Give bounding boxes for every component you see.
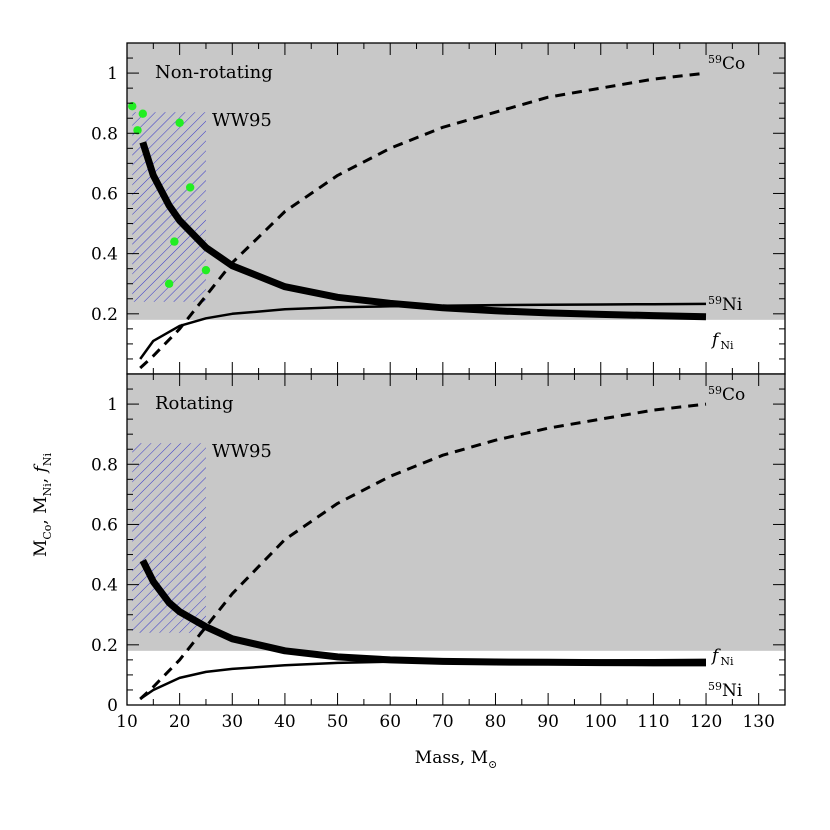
- x-tick-label: 20: [169, 712, 191, 732]
- y-tick-label: 0.4: [91, 576, 118, 596]
- data-point: [133, 126, 142, 135]
- panel-title: Non-rotating: [155, 62, 273, 83]
- y-tick-label: 0.8: [91, 124, 118, 144]
- x-tick-label: 50: [327, 712, 349, 732]
- series-fni-line: [139, 141, 707, 321]
- series-59ni-line: [139, 658, 707, 701]
- label-59ni: 59Ni: [708, 680, 743, 701]
- panel-non-rotating: WW95 0.2 0.4 0.6 0.8 1 Non-rotating 59Co 59Ni f Ni: [91, 42, 786, 375]
- y-tick-label: 0: [107, 696, 118, 716]
- data-point: [170, 237, 179, 246]
- y-tick-label: 0.2: [91, 636, 118, 656]
- shaded-region: [127, 43, 785, 320]
- series-59co-line: [139, 71, 707, 370]
- series-59co-line: [139, 402, 707, 701]
- series-59ni-line: [139, 302, 707, 360]
- data-point: [201, 265, 211, 275]
- ww95-label: WW95: [212, 441, 272, 462]
- y-tick-label: 0.6: [91, 184, 118, 204]
- x-tick-label: 40: [274, 712, 296, 732]
- series-fni-line: [139, 559, 706, 667]
- y-tick-label: 0.2: [91, 305, 118, 325]
- data-point: [128, 101, 137, 111]
- x-tick-label: 130: [742, 712, 774, 732]
- y-tick-label: 1: [107, 64, 118, 84]
- x-axis-title: Mass, M⊙: [415, 748, 497, 771]
- x-tick-label: 30: [221, 712, 243, 732]
- label-59co: 59Co: [708, 53, 745, 74]
- data-point: [164, 279, 174, 288]
- shaded-region: [127, 374, 785, 651]
- x-tick-label: 60: [379, 712, 401, 732]
- y-tick-label: 0.4: [91, 245, 118, 265]
- ww95-label: WW95: [212, 110, 272, 131]
- x-tick-label: 100: [585, 712, 617, 732]
- x-tick-label: 120: [690, 712, 722, 732]
- label-59ni: 59Ni: [708, 294, 743, 315]
- label-59co: 59Co: [708, 384, 745, 405]
- x-tick-label: 10: [116, 712, 138, 732]
- data-point: [175, 118, 184, 127]
- y-axis-title: MCo, MNi, fNi: [31, 452, 54, 557]
- data-point: [185, 183, 195, 192]
- y-tick-label: 0.8: [91, 455, 118, 475]
- x-tick-label: 70: [432, 712, 454, 732]
- label-fni: f Ni: [710, 330, 734, 352]
- axis-titles: Mass, M⊙ MCo, MNi, fNi: [31, 452, 497, 771]
- panel-title: Rotating: [155, 393, 233, 414]
- y-tick-label: 1: [107, 395, 118, 415]
- x-tick-label: 80: [485, 712, 507, 732]
- label-fni: f Ni: [710, 646, 734, 668]
- x-tick-label: 90: [537, 712, 559, 732]
- x-tick-label: 110: [637, 712, 669, 732]
- y-tick-label: 0.6: [91, 515, 118, 535]
- data-point: [138, 109, 147, 118]
